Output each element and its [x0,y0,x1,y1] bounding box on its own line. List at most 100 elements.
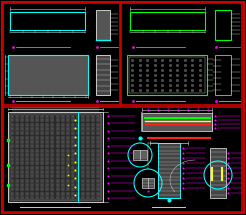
Bar [10,114,14,118]
Bar [40,196,44,200]
Bar [25,149,29,152]
Bar [56,157,60,161]
Bar [81,166,85,170]
Bar [81,123,85,127]
Bar [50,196,54,200]
Bar [25,170,29,174]
Bar [46,192,49,196]
Bar [25,127,29,131]
Bar [40,187,44,191]
Bar [20,114,24,118]
Bar [66,196,70,200]
Bar [76,170,80,174]
Bar [96,157,100,161]
Bar [81,157,85,161]
Bar [81,114,85,118]
Bar [46,170,49,174]
Bar [76,192,80,196]
Bar [20,140,24,144]
Bar [40,118,44,122]
Bar [50,123,54,127]
Bar [81,192,85,196]
Bar [76,153,80,157]
Bar [91,114,95,118]
Bar [40,174,44,178]
Bar [20,144,24,148]
Bar [71,192,75,196]
Bar [20,149,24,152]
Bar [30,136,34,140]
Bar [56,166,60,170]
Bar [10,161,14,166]
Bar [15,196,19,200]
Bar [66,187,70,191]
Bar [56,144,60,148]
Bar [86,187,90,191]
Bar [56,149,60,152]
Bar [71,123,75,127]
Bar [20,161,24,166]
Bar [56,174,60,178]
Bar [61,153,65,157]
Bar [35,161,39,166]
Bar [30,149,34,152]
Bar [30,123,34,127]
Bar [91,196,95,200]
Bar [56,179,60,183]
Bar [86,179,90,183]
Bar [91,179,95,183]
Bar [50,114,54,118]
Bar [86,161,90,166]
Bar [10,144,14,148]
Bar [25,183,29,187]
Bar [30,179,34,183]
Bar [96,127,100,131]
Bar [86,174,90,178]
Bar [25,136,29,140]
Bar [66,114,70,118]
Bar [121,3,242,105]
Bar [20,131,24,135]
Bar [35,157,39,161]
Bar [61,183,65,187]
Bar [91,161,95,166]
Bar [61,196,65,200]
Bar [40,153,44,157]
Bar [35,174,39,178]
Bar [71,183,75,187]
Bar [71,144,75,148]
Bar [71,118,75,122]
Bar [40,179,44,183]
Bar [96,170,100,174]
Bar [71,196,75,200]
Bar [96,55,110,95]
Bar [35,192,39,196]
Bar [86,140,90,144]
Bar [142,113,212,131]
Bar [91,123,95,127]
Bar [10,140,14,144]
Bar [30,192,34,196]
Bar [61,127,65,131]
Bar [61,123,65,127]
Bar [91,144,95,148]
Bar [76,136,80,140]
Bar [56,140,60,144]
Bar [46,179,49,183]
Bar [10,157,14,161]
Bar [210,148,226,198]
Bar [81,183,85,187]
Bar [71,140,75,144]
Bar [76,131,80,135]
Bar [10,166,14,170]
Bar [96,136,100,140]
Bar [56,196,60,200]
Bar [46,153,49,157]
Bar [61,144,65,148]
Bar [86,131,90,135]
Bar [61,170,65,174]
Bar [15,153,19,157]
Bar [50,166,54,170]
Bar [35,118,39,122]
Bar [76,123,80,127]
